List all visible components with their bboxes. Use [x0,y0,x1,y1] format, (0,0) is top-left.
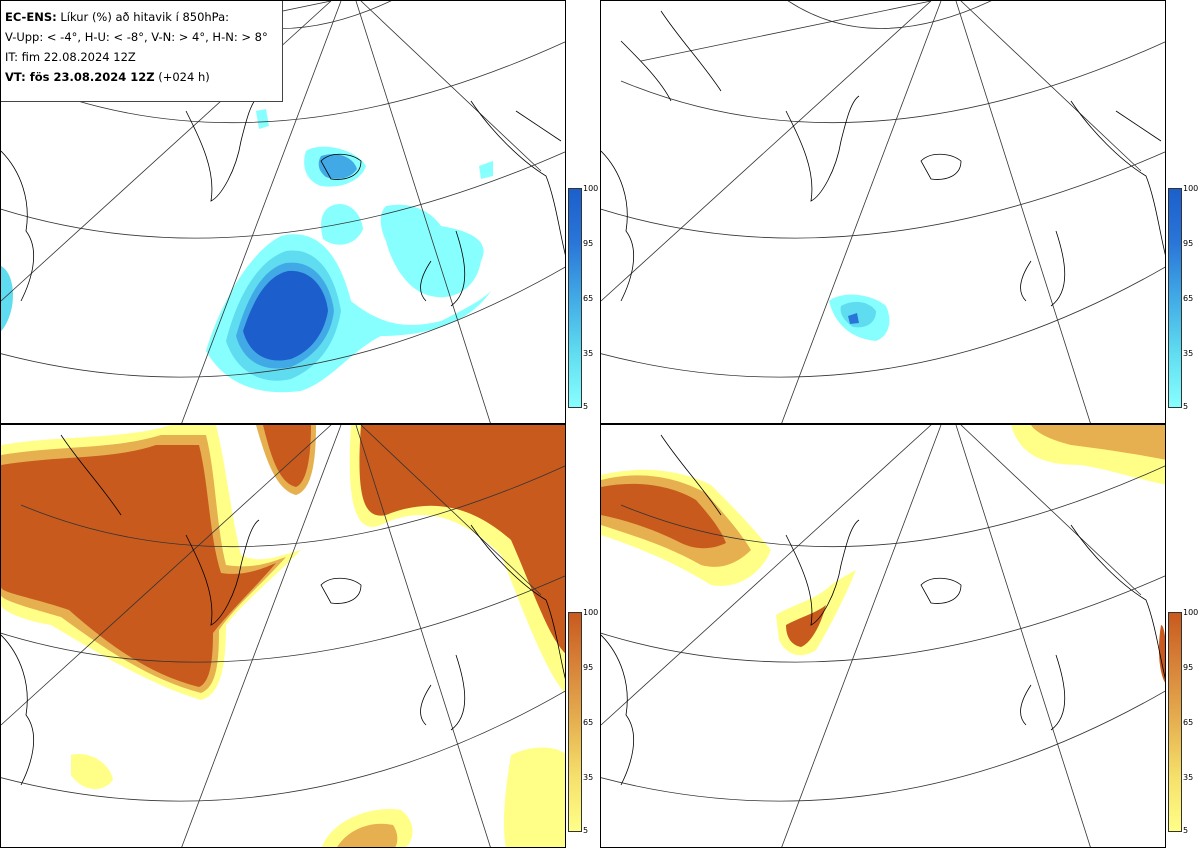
tick-5: 5 [583,826,589,835]
graticule [1,425,565,847]
tick-100: 100 [1183,184,1199,193]
title-model: EC-ENS: [5,10,57,24]
colorbar-warm-bottom-right [1168,612,1182,832]
title-variable: Líkur (%) að hitavik í 850hPa: [56,10,230,24]
colorbar-warm-bottom-left [568,612,582,832]
title-lead-time: (+024 h) [154,70,210,84]
tick-35: 35 [1183,349,1194,358]
tick-100: 100 [1183,608,1199,617]
tick-35: 35 [1183,773,1194,782]
tick-35: 35 [583,773,594,782]
prob-field-warm-4 [1,425,565,847]
colorbar-cold-top-left [568,188,582,408]
graticule [601,425,1165,847]
title-box: EC-ENS: Líkur (%) að hitavik í 850hPa: V… [1,1,283,102]
prob-field-cold-8 [829,294,890,341]
coastlines [1,434,565,786]
map-warm-4 [1,425,565,847]
title-valid-time: VT: fös 23.08.2024 12Z [5,70,155,84]
prob-field-warm-8 [601,425,1165,683]
tick-65: 65 [1183,294,1194,303]
tick-95: 95 [1183,239,1194,248]
tick-65: 65 [583,718,594,727]
colorbar-cold-top-right [1168,188,1182,408]
coastlines [601,10,1165,307]
tick-95: 95 [1183,663,1194,672]
coastlines [601,434,1165,786]
map-warm-8 [601,425,1165,847]
panel-warm-8 [600,424,1166,848]
panel-cold-4: EC-ENS: Líkur (%) að hitavik í 850hPa: V… [0,0,566,424]
tick-65: 65 [1183,718,1194,727]
panel-warm-4 [0,424,566,848]
tick-95: 95 [583,663,594,672]
prob-field-cold-4 [1,109,493,393]
title-thresholds: V-Upp: < -4°, H-U: < -8°, V-N: > 4°, H-N… [5,30,268,44]
tick-5: 5 [583,402,589,411]
tick-5: 5 [1183,402,1189,411]
tick-95: 95 [583,239,594,248]
graticule [601,1,1165,423]
tick-100: 100 [583,184,599,193]
map-cold-8 [601,1,1165,423]
tick-5: 5 [1183,826,1189,835]
tick-65: 65 [583,294,594,303]
tick-35: 35 [583,349,594,358]
title-init-time: IT: fim 22.08.2024 12Z [5,50,136,64]
coastlines [1,95,565,307]
map-cold-4 [1,1,565,423]
tick-100: 100 [583,608,599,617]
panel-cold-8 [600,0,1166,424]
